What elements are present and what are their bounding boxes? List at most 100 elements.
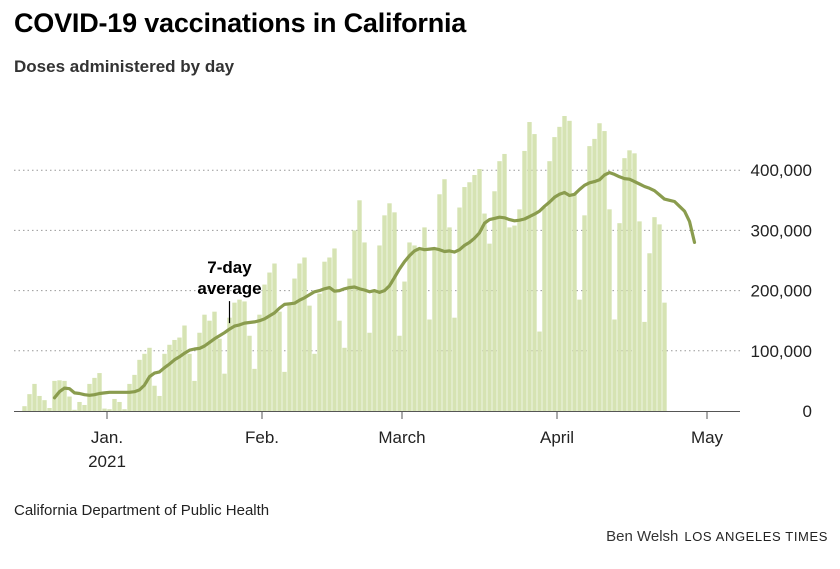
daily-doses-bar bbox=[632, 153, 637, 411]
daily-doses-bar bbox=[482, 213, 487, 411]
daily-doses-bar bbox=[647, 253, 652, 411]
daily-doses-bar bbox=[237, 299, 242, 411]
daily-doses-bar bbox=[332, 248, 337, 411]
daily-doses-bar bbox=[497, 161, 502, 411]
daily-doses-bar bbox=[422, 227, 427, 411]
daily-doses-bar bbox=[447, 227, 452, 411]
daily-doses-bar bbox=[352, 230, 357, 411]
daily-doses-bar bbox=[267, 272, 272, 411]
x-tick-label: March bbox=[378, 428, 425, 447]
annotation-line2: average bbox=[197, 279, 261, 298]
daily-doses-bar bbox=[612, 319, 617, 411]
x-tick-label: May bbox=[691, 428, 724, 447]
daily-doses-bar bbox=[292, 278, 297, 411]
daily-doses-bar bbox=[602, 131, 607, 411]
daily-doses-bar bbox=[597, 123, 602, 411]
daily-doses-bar bbox=[42, 400, 47, 411]
daily-doses-bar bbox=[592, 138, 597, 411]
daily-doses-bar bbox=[617, 223, 622, 411]
daily-doses-bar bbox=[287, 302, 292, 411]
daily-doses-bar bbox=[572, 194, 577, 411]
daily-doses-bar bbox=[102, 408, 107, 411]
daily-doses-bar bbox=[122, 409, 127, 411]
y-tick-label: 400,000 bbox=[751, 161, 812, 180]
daily-doses-bar bbox=[452, 317, 457, 411]
daily-doses-bar bbox=[127, 383, 132, 411]
daily-doses-bar bbox=[257, 314, 262, 411]
daily-doses-bar bbox=[577, 299, 582, 411]
chart-subtitle: Doses administered by day bbox=[14, 57, 235, 76]
daily-doses-bar bbox=[627, 150, 632, 412]
daily-doses-bar bbox=[357, 200, 362, 411]
chart-title: COVID-19 vaccinations in California bbox=[14, 8, 467, 38]
daily-doses-bar bbox=[152, 385, 157, 411]
daily-doses-bar bbox=[407, 242, 412, 411]
daily-doses-bar bbox=[537, 331, 542, 411]
credit-author: Ben Welsh bbox=[606, 528, 679, 545]
daily-doses-bar bbox=[517, 209, 522, 411]
daily-doses-bar bbox=[557, 126, 562, 411]
daily-doses-bar bbox=[272, 263, 277, 411]
daily-doses-bar bbox=[507, 227, 512, 411]
daily-doses-bar bbox=[347, 278, 352, 411]
credit-publication: LOS ANGELES TIMES bbox=[684, 529, 828, 544]
daily-doses-bar bbox=[457, 207, 462, 411]
daily-doses-bar bbox=[112, 398, 117, 411]
y-tick-label: 0 bbox=[803, 402, 812, 421]
annotation-line1: 7-day bbox=[207, 258, 252, 277]
credit: Ben Welsh LOS ANGELES TIMES bbox=[606, 528, 828, 545]
daily-doses-bar bbox=[662, 302, 667, 411]
daily-doses-bar bbox=[247, 335, 252, 411]
daily-doses-bar bbox=[72, 409, 77, 411]
daily-doses-bar bbox=[467, 182, 472, 411]
daily-doses-bar bbox=[512, 225, 517, 411]
daily-doses-bar bbox=[342, 347, 347, 411]
daily-doses-bar bbox=[137, 359, 142, 411]
daily-doses-bar bbox=[227, 317, 232, 411]
bar-series bbox=[22, 116, 667, 412]
daily-doses-bar bbox=[477, 168, 482, 411]
daily-doses-bar bbox=[307, 305, 312, 411]
daily-doses-bar bbox=[242, 301, 247, 411]
seven-day-average-line bbox=[52, 171, 697, 400]
daily-doses-bar bbox=[522, 150, 527, 411]
daily-doses-bar bbox=[187, 353, 192, 411]
daily-doses-bar bbox=[252, 368, 257, 411]
daily-doses-bar bbox=[32, 383, 37, 411]
daily-doses-bar bbox=[297, 263, 302, 411]
daily-doses-bar bbox=[417, 248, 422, 411]
annotation: 7-day average bbox=[197, 258, 262, 324]
daily-doses-bar bbox=[197, 332, 202, 411]
daily-doses-bar bbox=[182, 325, 187, 411]
daily-doses-bar bbox=[642, 321, 647, 411]
daily-doses-bar bbox=[652, 217, 657, 411]
daily-doses-bar bbox=[207, 320, 212, 411]
daily-doses-bar bbox=[67, 396, 72, 411]
daily-doses-bar bbox=[432, 249, 437, 411]
daily-doses-bar bbox=[62, 380, 67, 411]
daily-doses-bar bbox=[392, 212, 397, 411]
y-tick-label: 100,000 bbox=[751, 342, 812, 361]
daily-doses-bar bbox=[302, 257, 307, 411]
daily-doses-bar bbox=[232, 302, 237, 411]
daily-doses-bar bbox=[222, 373, 227, 411]
daily-doses-bar bbox=[567, 120, 572, 411]
daily-doses-bar bbox=[202, 314, 207, 411]
daily-doses-bar bbox=[107, 409, 112, 411]
daily-doses-bar bbox=[427, 319, 432, 411]
daily-doses-bar bbox=[362, 242, 367, 411]
y-tick-label: 300,000 bbox=[751, 221, 812, 240]
daily-doses-bar bbox=[22, 406, 27, 411]
daily-doses-bar bbox=[177, 337, 182, 411]
source-note: California Department of Public Health bbox=[14, 502, 270, 519]
daily-doses-bar bbox=[172, 339, 177, 411]
daily-doses-bar bbox=[262, 284, 267, 411]
daily-doses-bar bbox=[502, 153, 507, 412]
daily-doses-bar bbox=[317, 293, 322, 411]
daily-doses-bar bbox=[167, 344, 172, 411]
daily-doses-bar bbox=[527, 122, 532, 411]
axes: 0 100,000 200,000 300,000 400,000 Jan. 2021 Feb… bbox=[14, 161, 812, 471]
daily-doses-bar bbox=[562, 116, 567, 412]
daily-doses-bar bbox=[547, 161, 552, 411]
daily-doses-bar bbox=[337, 320, 342, 411]
